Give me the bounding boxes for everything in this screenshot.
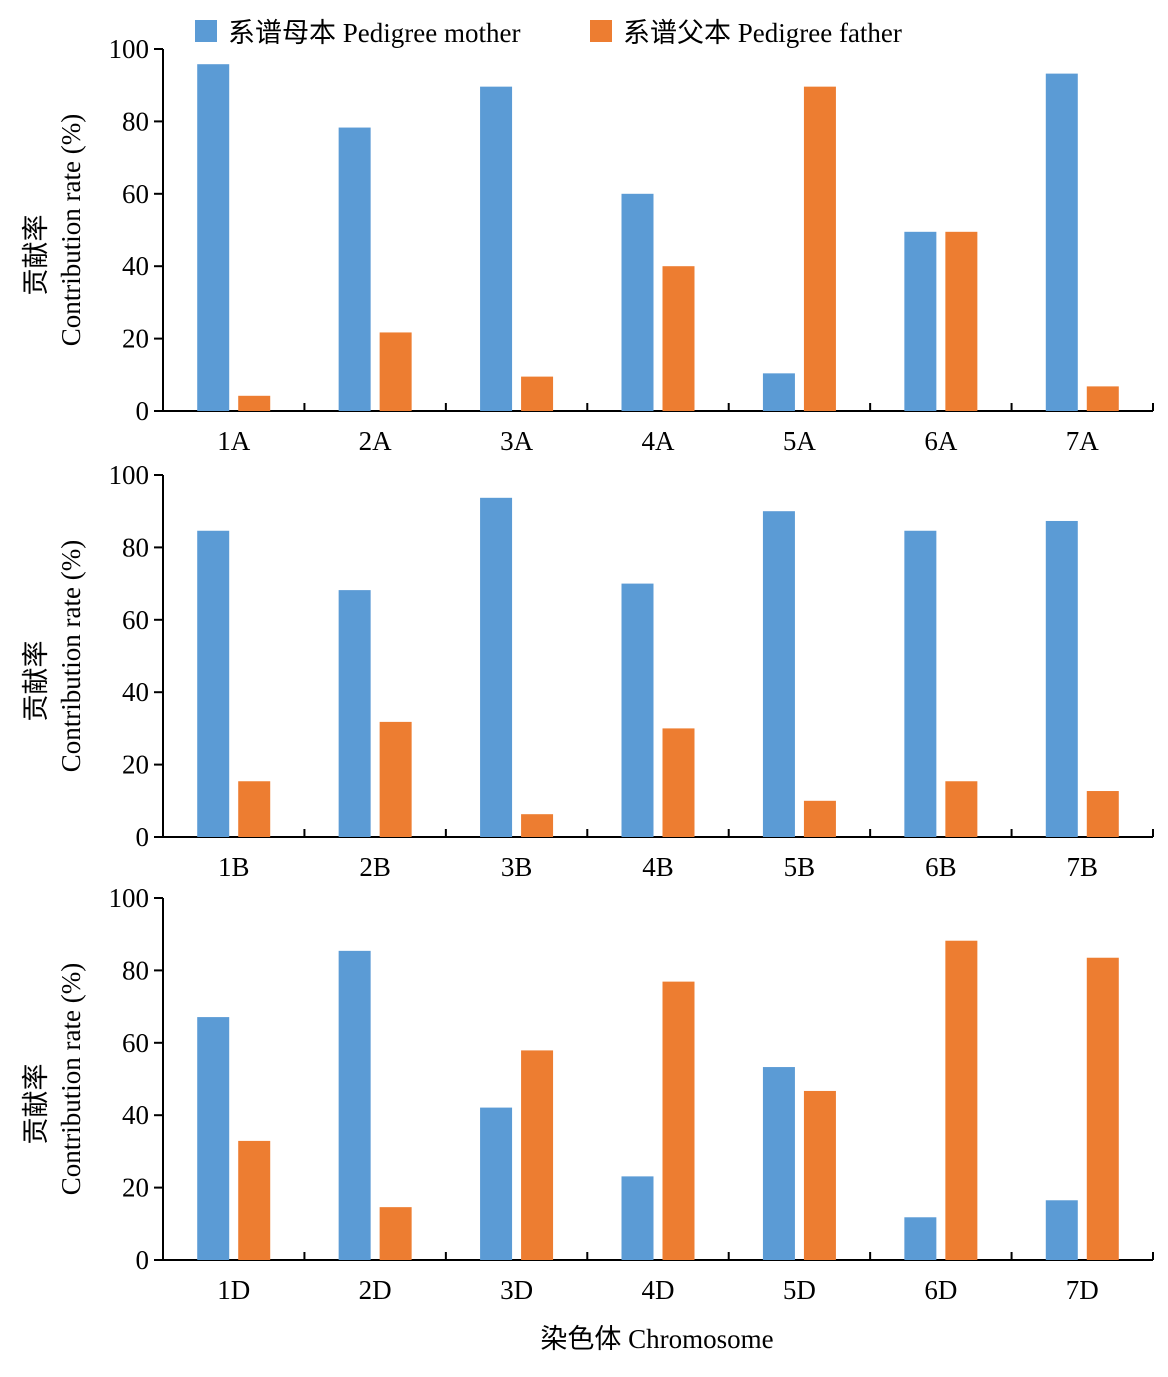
bar-mother-5B [762,511,795,837]
y-tick-label: 0 [136,396,150,426]
bar-mother-2B [338,590,371,837]
bar-father-2D [379,1207,412,1260]
bar-father-4D [662,981,695,1260]
bar-mother-6A [904,231,937,411]
x-tick-label-7B: 7B [1067,852,1099,882]
y-tick-label: 40 [122,677,149,707]
y-axis-title-en: Contribution rate (%) [56,540,86,772]
bar-mother-3D [480,1107,513,1260]
x-tick-label-1D: 1D [217,1275,250,1305]
bar-father-7D [1086,957,1119,1260]
x-tick-label-4D: 4D [642,1275,675,1305]
bar-mother-4B [621,583,654,837]
y-tick-label: 20 [122,324,149,354]
x-tick-label-4A: 4A [642,426,676,456]
y-axis-title-cn: 贡献率 [21,641,51,722]
bar-mother-1A [197,64,230,411]
bar-mother-6D [904,1217,937,1260]
x-tick-label-2A: 2A [359,426,393,456]
x-tick-label-2D: 2D [359,1275,392,1305]
x-tick-label-5D: 5D [783,1275,816,1305]
x-tick-label-2B: 2B [359,852,391,882]
x-tick-label-6A: 6A [924,426,958,456]
chart-panel-2: 0 20 40 60 80 100 1B 2B 3B 4B 5B 6B 7B 贡献率 Contributio… [21,460,1154,882]
legend-swatch-mother [195,20,217,42]
y-tick-label: 60 [122,605,149,635]
y-tick-label: 80 [122,106,149,136]
x-tick-label-7A: 7A [1066,426,1100,456]
y-tick-label: 20 [122,1173,149,1203]
bar-mother-7D [1045,1200,1078,1260]
bar-father-1A [238,395,271,411]
bar-mother-2D [338,950,371,1260]
x-axis-title: 染色体 Chromosome [540,1324,773,1354]
bar-mother-3A [480,86,513,411]
bar-father-5B [803,800,836,837]
y-axis-title-cn: 贡献率 [21,1064,51,1145]
bar-mother-7A [1045,73,1078,411]
bar-mother-2A [338,127,371,411]
legend-label-father: 系谱父本 Pedigree father [623,18,902,48]
y-tick-label: 80 [122,532,149,562]
bar-father-3B [521,814,554,837]
bar-father-6D [945,940,978,1260]
y-tick-label: 60 [122,179,149,209]
bar-father-7A [1086,386,1119,411]
bar-father-7B [1086,791,1119,837]
bar-mother-1D [197,1017,230,1260]
legend-label-mother: 系谱母本 Pedigree mother [228,18,520,48]
y-tick-label: 100 [109,883,150,913]
y-tick-label: 100 [109,460,150,490]
bar-father-2B [379,721,412,837]
bar-father-1D [238,1140,271,1260]
bar-mother-4A [621,193,654,411]
x-tick-label-3D: 3D [500,1275,533,1305]
bar-father-4A [662,266,695,411]
legend-swatch-father [590,20,612,42]
bar-father-6A [945,231,978,411]
bar-father-3D [521,1050,554,1260]
x-tick-label-7D: 7D [1066,1275,1099,1305]
y-tick-label: 0 [136,822,150,852]
y-axis-title-en: Contribution rate (%) [56,963,86,1195]
bar-mother-4D [621,1176,654,1260]
bar-father-1B [238,781,271,837]
y-tick-label: 20 [122,750,149,780]
y-tick-label: 0 [136,1245,150,1275]
bar-mother-7B [1045,520,1078,837]
bar-father-4B [662,728,695,837]
bar-mother-5A [762,373,795,411]
y-axis-title-en: Contribution rate (%) [56,114,86,346]
x-tick-label-5A: 5A [783,426,817,456]
bar-mother-5D [762,1067,795,1260]
chart-panel-3: 0 20 40 60 80 100 1D 2D 3D 4D 5D 6D 7D 贡献率 Contributio… [21,883,1154,1305]
x-tick-label-1B: 1B [218,852,250,882]
bar-mother-3B [480,497,513,837]
x-tick-label-6D: 6D [924,1275,957,1305]
x-tick-label-1A: 1A [217,426,251,456]
y-tick-label: 40 [122,1100,149,1130]
bar-father-3A [521,376,554,411]
x-tick-label-5B: 5B [784,852,816,882]
legend: 系谱母本 Pedigree mother 系谱父本 Pedigree fathe… [195,18,902,48]
bar-mother-1B [197,530,230,837]
bar-father-6B [945,781,978,837]
x-tick-label-4B: 4B [642,852,674,882]
y-tick-label: 80 [122,955,149,985]
bar-father-5D [803,1090,836,1260]
y-tick-label: 40 [122,251,149,281]
x-tick-label-3A: 3A [500,426,534,456]
x-tick-label-6B: 6B [925,852,957,882]
y-tick-label: 60 [122,1028,149,1058]
bar-father-2A [379,332,412,411]
y-axis-title-cn: 贡献率 [21,215,51,296]
x-tick-label-3B: 3B [501,852,533,882]
bar-mother-6B [904,530,937,837]
bar-father-5A [803,86,836,411]
chart-panel-1: 0 20 40 60 80 100 1A 2A 3A 4A 5A 6A 7A 贡献率 Contributio… [21,34,1154,456]
y-tick-label: 100 [109,34,150,64]
